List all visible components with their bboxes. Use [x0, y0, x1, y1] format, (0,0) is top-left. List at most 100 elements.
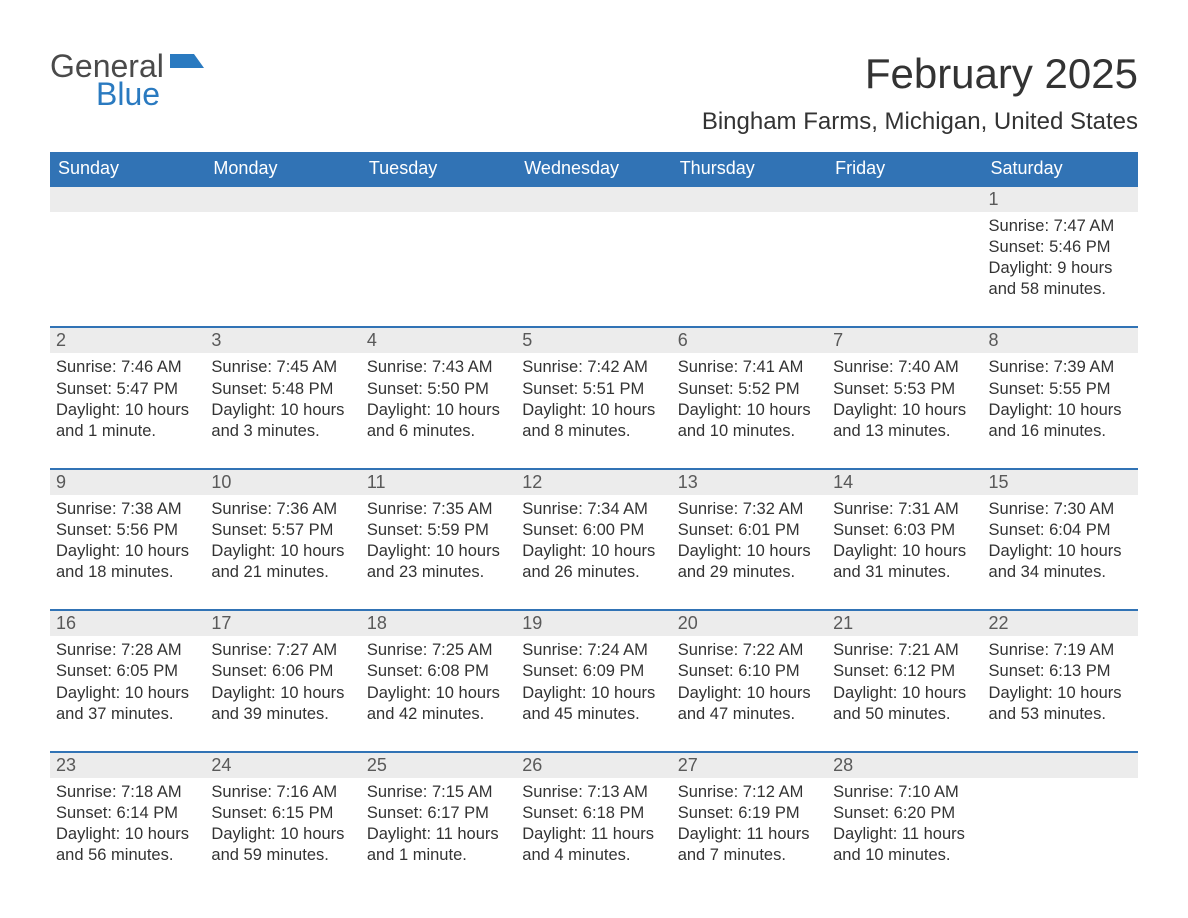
day-cell: 7Sunrise: 7:40 AMSunset: 5:53 PMDaylight…: [827, 328, 982, 447]
sunrise-label: Sunrise: 7:40 AM: [833, 357, 976, 378]
daylight-line2: and 10 minutes.: [678, 421, 821, 442]
dayname-header-row: SundayMondayTuesdayWednesdayThursdayFrid…: [50, 152, 1138, 185]
daylight-line2: and 4 minutes.: [522, 845, 665, 866]
daylight-line1: Daylight: 10 hours: [989, 400, 1132, 421]
daylight-line2: and 58 minutes.: [989, 279, 1132, 300]
daylight-line2: and 39 minutes.: [211, 704, 354, 725]
sunrise-label: Sunrise: 7:27 AM: [211, 640, 354, 661]
day-number: 5: [516, 328, 671, 353]
sunrise-label: Sunrise: 7:46 AM: [56, 357, 199, 378]
sunrise-label: Sunrise: 7:18 AM: [56, 782, 199, 803]
daylight-line2: and 29 minutes.: [678, 562, 821, 583]
daylight-line1: Daylight: 10 hours: [678, 400, 821, 421]
day-number: 1: [983, 187, 1138, 212]
day-number: 17: [205, 611, 360, 636]
daylight-line2: and 16 minutes.: [989, 421, 1132, 442]
sunrise-label: Sunrise: 7:22 AM: [678, 640, 821, 661]
daylight-line2: and 3 minutes.: [211, 421, 354, 442]
sunset-label: Sunset: 5:59 PM: [367, 520, 510, 541]
sunset-label: Sunset: 6:17 PM: [367, 803, 510, 824]
logo: General Blue: [50, 50, 204, 110]
day-details: Sunrise: 7:35 AMSunset: 5:59 PMDaylight:…: [361, 495, 516, 583]
day-number: 8: [983, 328, 1138, 353]
sunrise-label: Sunrise: 7:15 AM: [367, 782, 510, 803]
daylight-line1: Daylight: 10 hours: [56, 683, 199, 704]
day-cell: 24Sunrise: 7:16 AMSunset: 6:15 PMDayligh…: [205, 753, 360, 872]
day-details: Sunrise: 7:46 AMSunset: 5:47 PMDaylight:…: [50, 353, 205, 441]
daylight-line2: and 59 minutes.: [211, 845, 354, 866]
daylight-line1: Daylight: 11 hours: [367, 824, 510, 845]
daylight-line1: Daylight: 11 hours: [522, 824, 665, 845]
sunrise-label: Sunrise: 7:21 AM: [833, 640, 976, 661]
sunrise-label: Sunrise: 7:10 AM: [833, 782, 976, 803]
day-number: [516, 187, 671, 212]
sunset-label: Sunset: 5:56 PM: [56, 520, 199, 541]
daylight-line1: Daylight: 10 hours: [833, 683, 976, 704]
day-number: [827, 187, 982, 212]
day-details: Sunrise: 7:18 AMSunset: 6:14 PMDaylight:…: [50, 778, 205, 866]
day-details: Sunrise: 7:38 AMSunset: 5:56 PMDaylight:…: [50, 495, 205, 583]
daylight-line1: Daylight: 10 hours: [678, 541, 821, 562]
sunset-label: Sunset: 5:55 PM: [989, 379, 1132, 400]
day-cell: [361, 187, 516, 306]
dayname-thursday: Thursday: [672, 152, 827, 185]
day-details: Sunrise: 7:10 AMSunset: 6:20 PMDaylight:…: [827, 778, 982, 866]
daylight-line2: and 45 minutes.: [522, 704, 665, 725]
sunset-label: Sunset: 5:47 PM: [56, 379, 199, 400]
sunrise-label: Sunrise: 7:38 AM: [56, 499, 199, 520]
sunset-label: Sunset: 6:05 PM: [56, 661, 199, 682]
daylight-line2: and 56 minutes.: [56, 845, 199, 866]
sunset-label: Sunset: 6:15 PM: [211, 803, 354, 824]
week-row: 1Sunrise: 7:47 AMSunset: 5:46 PMDaylight…: [50, 185, 1138, 306]
day-details: Sunrise: 7:30 AMSunset: 6:04 PMDaylight:…: [983, 495, 1138, 583]
day-cell: 5Sunrise: 7:42 AMSunset: 5:51 PMDaylight…: [516, 328, 671, 447]
sunrise-label: Sunrise: 7:16 AM: [211, 782, 354, 803]
dayname-monday: Monday: [205, 152, 360, 185]
sunrise-label: Sunrise: 7:24 AM: [522, 640, 665, 661]
day-number: 3: [205, 328, 360, 353]
day-cell: 8Sunrise: 7:39 AMSunset: 5:55 PMDaylight…: [983, 328, 1138, 447]
day-cell: 2Sunrise: 7:46 AMSunset: 5:47 PMDaylight…: [50, 328, 205, 447]
day-number: 12: [516, 470, 671, 495]
day-cell: [50, 187, 205, 306]
daylight-line1: Daylight: 11 hours: [833, 824, 976, 845]
week-row: 23Sunrise: 7:18 AMSunset: 6:14 PMDayligh…: [50, 751, 1138, 872]
daylight-line2: and 1 minute.: [367, 845, 510, 866]
daylight-line2: and 47 minutes.: [678, 704, 821, 725]
week-row: 9Sunrise: 7:38 AMSunset: 5:56 PMDaylight…: [50, 468, 1138, 589]
sunrise-label: Sunrise: 7:32 AM: [678, 499, 821, 520]
daylight-line2: and 42 minutes.: [367, 704, 510, 725]
sunrise-label: Sunrise: 7:35 AM: [367, 499, 510, 520]
day-cell: 1Sunrise: 7:47 AMSunset: 5:46 PMDaylight…: [983, 187, 1138, 306]
daylight-line1: Daylight: 10 hours: [211, 400, 354, 421]
day-cell: 14Sunrise: 7:31 AMSunset: 6:03 PMDayligh…: [827, 470, 982, 589]
dayname-friday: Friday: [827, 152, 982, 185]
sunrise-label: Sunrise: 7:43 AM: [367, 357, 510, 378]
day-number: [205, 187, 360, 212]
day-cell: [983, 753, 1138, 872]
sunrise-label: Sunrise: 7:25 AM: [367, 640, 510, 661]
day-details: Sunrise: 7:19 AMSunset: 6:13 PMDaylight:…: [983, 636, 1138, 724]
sunrise-label: Sunrise: 7:42 AM: [522, 357, 665, 378]
daylight-line1: Daylight: 9 hours: [989, 258, 1132, 279]
daylight-line2: and 13 minutes.: [833, 421, 976, 442]
daylight-line1: Daylight: 10 hours: [989, 541, 1132, 562]
day-number: 11: [361, 470, 516, 495]
day-cell: 15Sunrise: 7:30 AMSunset: 6:04 PMDayligh…: [983, 470, 1138, 589]
sunrise-label: Sunrise: 7:12 AM: [678, 782, 821, 803]
daylight-line2: and 31 minutes.: [833, 562, 976, 583]
day-details: Sunrise: 7:22 AMSunset: 6:10 PMDaylight:…: [672, 636, 827, 724]
daylight-line1: Daylight: 10 hours: [522, 683, 665, 704]
sunrise-label: Sunrise: 7:47 AM: [989, 216, 1132, 237]
day-number: 6: [672, 328, 827, 353]
daylight-line2: and 10 minutes.: [833, 845, 976, 866]
sunset-label: Sunset: 5:50 PM: [367, 379, 510, 400]
day-details: Sunrise: 7:25 AMSunset: 6:08 PMDaylight:…: [361, 636, 516, 724]
sunset-label: Sunset: 6:10 PM: [678, 661, 821, 682]
day-cell: [516, 187, 671, 306]
day-number: 10: [205, 470, 360, 495]
sunset-label: Sunset: 5:57 PM: [211, 520, 354, 541]
day-details: Sunrise: 7:47 AMSunset: 5:46 PMDaylight:…: [983, 212, 1138, 300]
sunset-label: Sunset: 6:04 PM: [989, 520, 1132, 541]
daylight-line1: Daylight: 10 hours: [367, 683, 510, 704]
